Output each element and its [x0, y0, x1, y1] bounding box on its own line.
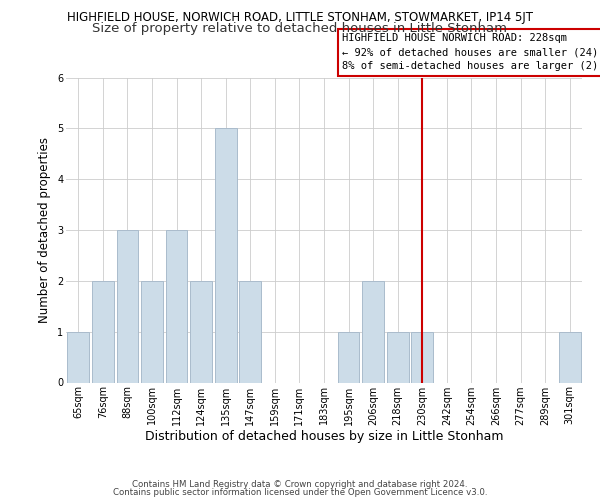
Text: Contains HM Land Registry data © Crown copyright and database right 2024.: Contains HM Land Registry data © Crown c… [132, 480, 468, 489]
Bar [166, 230, 187, 382]
Y-axis label: Number of detached properties: Number of detached properties [38, 137, 52, 323]
Bar [92, 281, 113, 382]
Text: Size of property relative to detached houses in Little Stonham: Size of property relative to detached ho… [92, 22, 508, 35]
Text: HIGHFIELD HOUSE NORWICH ROAD: 228sqm
← 92% of detached houses are smaller (24)
8: HIGHFIELD HOUSE NORWICH ROAD: 228sqm ← 9… [342, 34, 600, 72]
Bar [215, 128, 236, 382]
Bar [67, 332, 89, 382]
Bar [387, 332, 409, 382]
Text: HIGHFIELD HOUSE, NORWICH ROAD, LITTLE STONHAM, STOWMARKET, IP14 5JT: HIGHFIELD HOUSE, NORWICH ROAD, LITTLE ST… [67, 11, 533, 24]
Bar [412, 332, 433, 382]
Bar [239, 281, 261, 382]
Text: Contains public sector information licensed under the Open Government Licence v3: Contains public sector information licen… [113, 488, 487, 497]
Bar [338, 332, 359, 382]
X-axis label: Distribution of detached houses by size in Little Stonham: Distribution of detached houses by size … [145, 430, 503, 444]
Bar [141, 281, 163, 382]
Bar [190, 281, 212, 382]
Bar [362, 281, 384, 382]
Bar [559, 332, 581, 382]
Bar [116, 230, 138, 382]
